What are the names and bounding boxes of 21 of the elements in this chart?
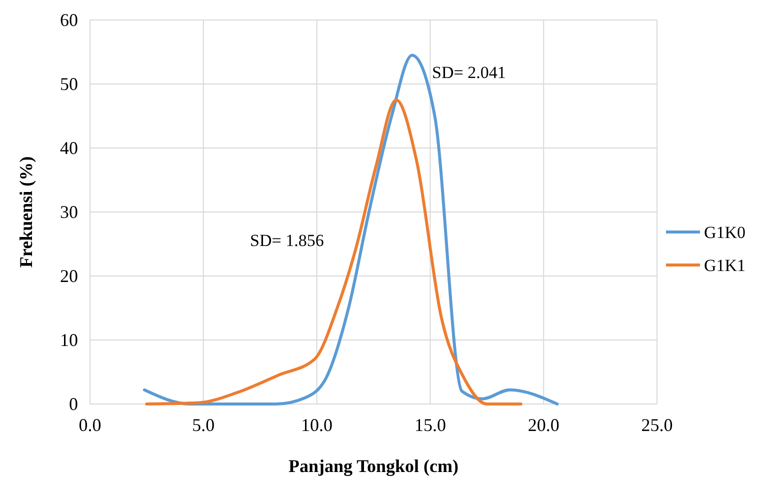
line-series	[145, 98, 522, 406]
y-tick-label: 30	[60, 202, 78, 222]
annotation: SD= 2.041	[432, 63, 506, 82]
line-series	[142, 54, 559, 406]
legend-label: G1K0	[704, 223, 746, 242]
x-tick-label: 15.0	[414, 414, 446, 435]
x-tick-label: 0.0	[78, 414, 102, 435]
x-axis-title: Panjang Tongkol (cm)	[288, 456, 459, 476]
y-tick-label: 50	[60, 74, 78, 94]
x-tick-label: 25.0	[641, 414, 673, 435]
y-tick-label: 10	[60, 330, 78, 350]
y-axis-title: Frekuensi (%)	[16, 156, 36, 268]
annotation: SD= 1.856	[250, 231, 324, 250]
x-tick-label: 10.0	[301, 414, 333, 435]
y-tick-label: 40	[60, 138, 78, 158]
x-tick-label: 20.0	[528, 414, 560, 435]
y-tick-label: 60	[60, 10, 78, 30]
legend-label: G1K1	[704, 256, 746, 275]
x-tick-label: 5.0	[192, 414, 215, 435]
y-tick-label: 0	[69, 394, 78, 414]
y-tick-label: 20	[60, 266, 78, 286]
